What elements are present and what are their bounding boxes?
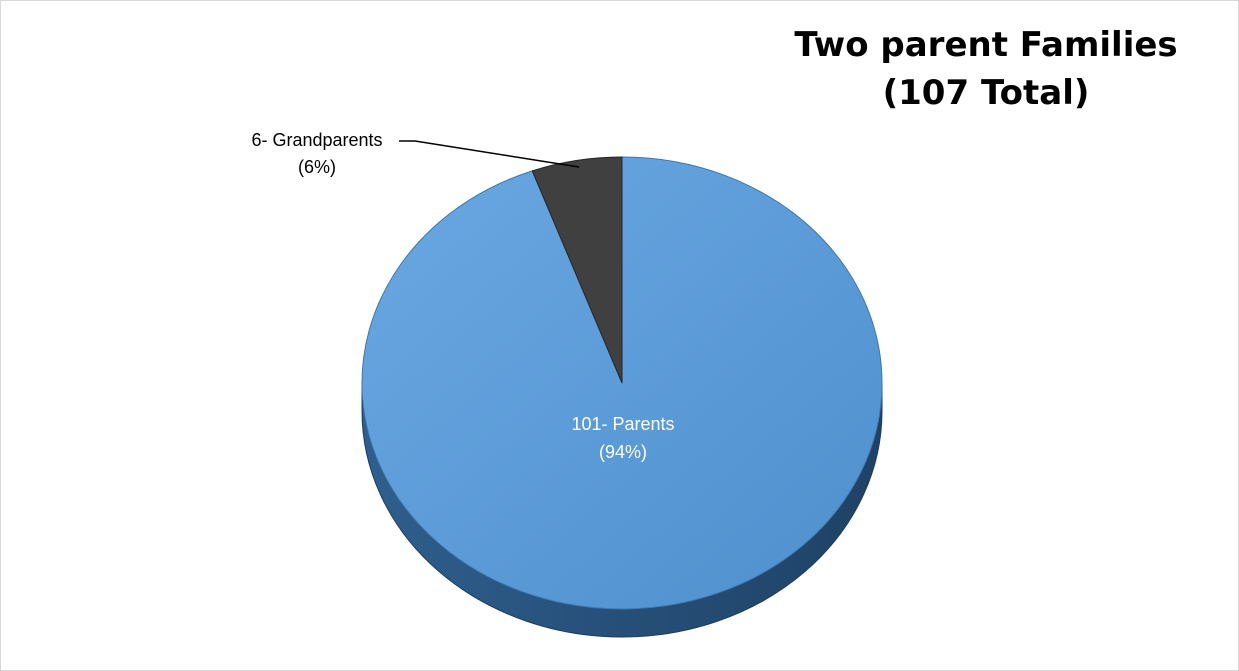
label-parents-line1: 101- Parents: [571, 414, 674, 434]
pie-slice-grandparents: [531, 156, 623, 384]
label-grandparents-line2: (6%): [298, 157, 336, 177]
chart-title-line2: (107 Total): [882, 73, 1090, 113]
chart-title-line1: Two parent Families: [794, 25, 1178, 65]
pie-slices: [361, 156, 883, 610]
label-parents-line2: (94%): [599, 442, 647, 462]
grandparents-leader-line: [399, 140, 580, 168]
label-grandparents-line1: 6- Grandparents: [251, 130, 382, 150]
chart-title: Two parent Families (107 Total): [776, 21, 1196, 117]
